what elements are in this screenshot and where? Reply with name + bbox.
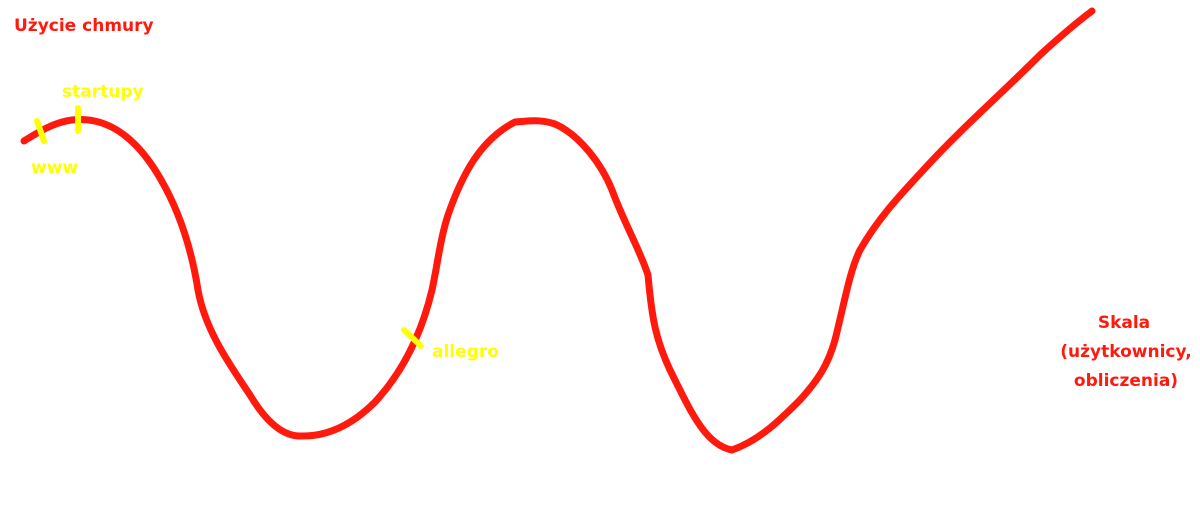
marker-www-tick	[34, 118, 47, 144]
marker-www-label: www	[31, 158, 78, 178]
marker-startupy-label: startupy	[62, 82, 144, 102]
axis-label-line-1: Skala	[1098, 313, 1150, 333]
axis-label-line-2: (użytkownicy,	[1060, 342, 1191, 362]
axis-label-line-3: obliczenia)	[1074, 371, 1178, 391]
marker-allegro-tick	[401, 327, 424, 349]
diagram-title: Użycie chmury	[14, 16, 154, 36]
marker-allegro-label: allegro	[432, 342, 499, 362]
usage-curve	[20, 7, 1096, 454]
